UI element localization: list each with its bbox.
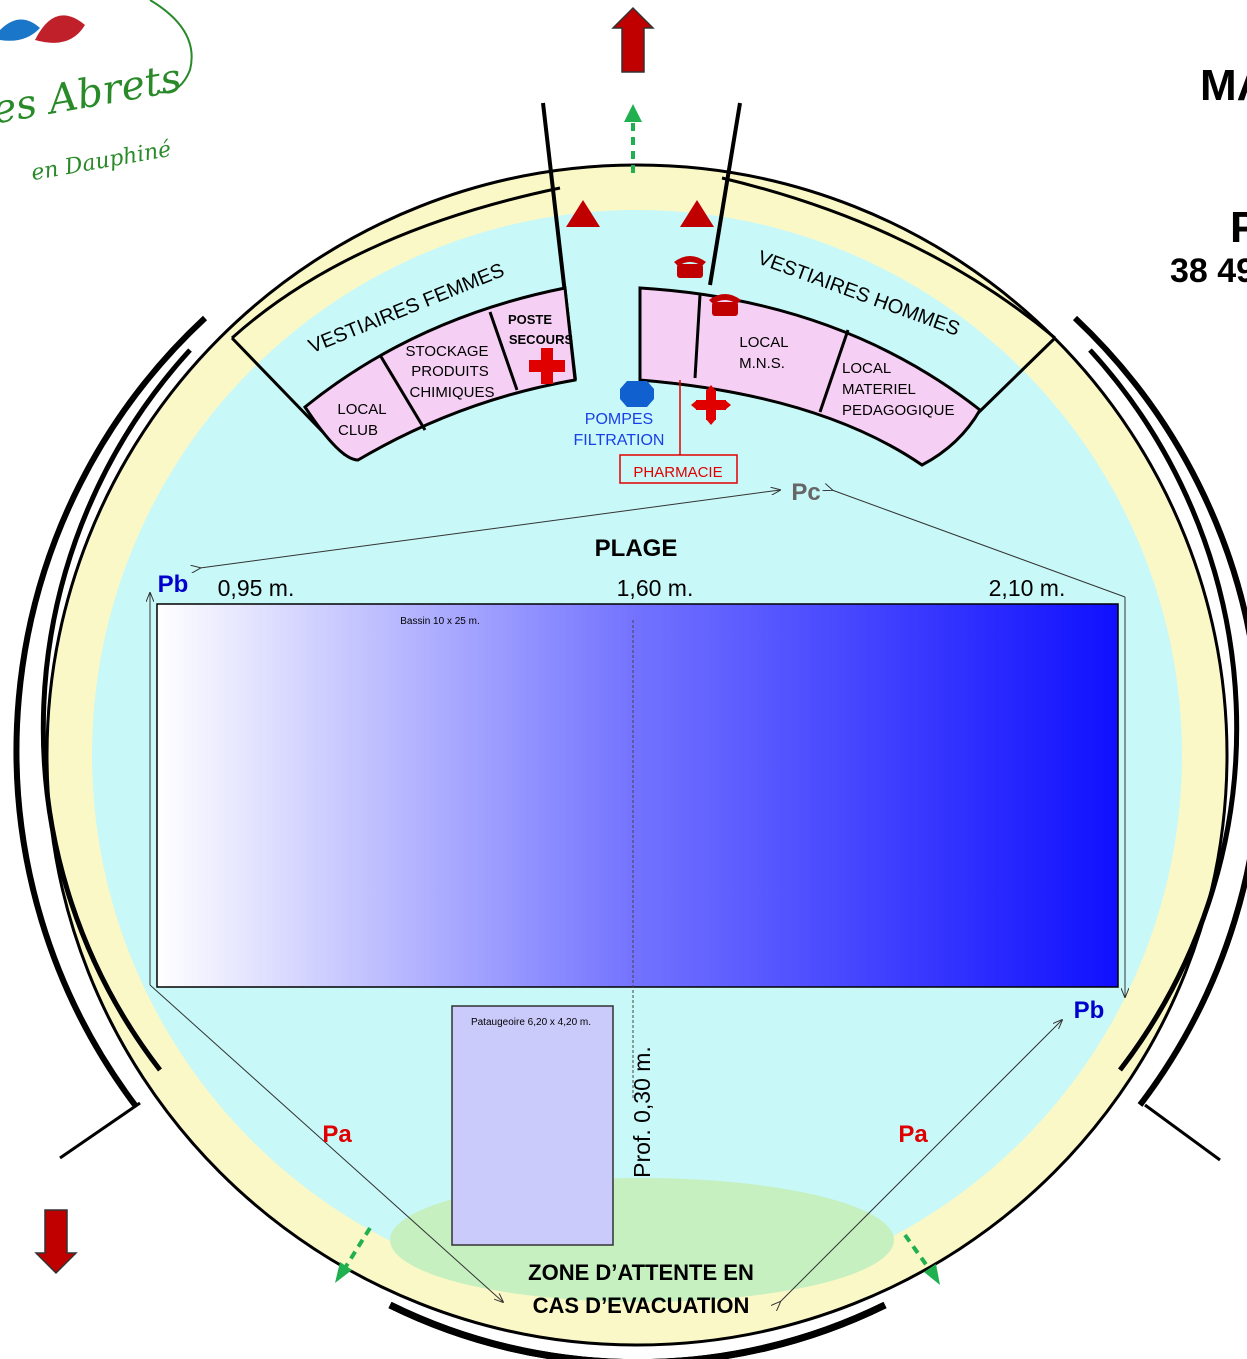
stockage-line1: STOCKAGE — [405, 343, 488, 360]
pharmacy-cross-icon — [691, 385, 731, 425]
pharmacy-label: PHARMACIE — [633, 464, 722, 481]
room-divider-1 — [378, 354, 427, 431]
waiting-zone-line2: CAS D’EVACUATION — [533, 1293, 750, 1318]
entrance-wall-right — [708, 102, 742, 286]
pharmacy-box — [619, 454, 738, 484]
marker-pc: Pc — [791, 479, 820, 506]
poste-secours-line1: POSTE — [508, 312, 552, 327]
logo-line1: es Abrets — [0, 55, 185, 133]
room-divider-4 — [818, 329, 850, 413]
evacuation-arrow-top-icon — [624, 104, 642, 173]
room-divider-3 — [693, 294, 702, 379]
marker-pa-right: Pa — [898, 1121, 928, 1148]
local-materiel-line2: MATERIEL — [842, 381, 916, 398]
building-inner-arc-left — [230, 186, 561, 340]
pompes-line1: POMPES — [585, 411, 653, 428]
paddling-pool-label: Pataugeoire 6,20 x 4,20 m. — [471, 1017, 591, 1028]
evacuation-arrow-left-icon — [335, 1226, 372, 1283]
exit-triangle-left — [566, 200, 600, 227]
outer-wall-left-inner — [40, 348, 192, 1072]
rooms-right-band — [638, 286, 982, 467]
fence-right — [1144, 1103, 1221, 1162]
rooms-left-band — [302, 286, 577, 462]
building-inner-arc-right — [721, 176, 1056, 340]
outer-wall-right — [1072, 315, 1247, 1107]
telephone-icon-2 — [709, 294, 741, 316]
poste-secours-line2: SECOURS — [509, 332, 574, 347]
marker-pb-left: Pb — [158, 571, 189, 598]
stockage-line2: PRODUITS — [411, 363, 489, 380]
arrow-zone-to-right — [780, 1020, 1062, 1302]
main-pool — [156, 603, 1119, 988]
arrow-pc-pb-right — [832, 490, 1126, 598]
marker-pa-left: Pa — [322, 1121, 352, 1148]
exit-triangle-right — [680, 200, 714, 227]
exit-arrow-bottom-icon — [34, 1209, 78, 1275]
fence-left — [59, 1101, 141, 1160]
local-club-line2: CLUB — [338, 422, 378, 439]
waiting-zone-line1: ZONE D’ATTENTE EN — [528, 1260, 754, 1285]
room-divider-2 — [488, 311, 519, 391]
title-partial-3: 38 49 — [1170, 252, 1247, 290]
local-materiel-line1: LOCAL — [842, 360, 891, 377]
local-mns-line2: M.N.S. — [739, 355, 785, 372]
depth-deep: 2,10 m. — [989, 575, 1066, 601]
outer-wall-right-inner — [1088, 348, 1240, 1072]
telephone-icon — [674, 256, 706, 278]
plage-label: PLAGE — [595, 535, 678, 562]
marker-pb-right: Pb — [1074, 997, 1105, 1024]
exit-arrow-top-icon — [611, 6, 655, 73]
arrow-pb-pc — [200, 490, 780, 568]
title-partial-2: P — [1230, 203, 1247, 252]
logo-line2: en Dauphiné — [29, 137, 173, 186]
pump-icon — [620, 381, 654, 407]
paddling-pool-depth: Prof. 0,30 m. — [629, 1046, 655, 1178]
pool-label: Bassin 10 x 25 m. — [400, 616, 479, 627]
stockage-line3: CHIMIQUES — [409, 384, 494, 401]
paddling-pool — [451, 1005, 614, 1246]
local-materiel-line3: PEDAGOGIQUE — [842, 402, 955, 419]
title-partial-1: MA — [1200, 61, 1247, 110]
depth-shallow: 0,95 m. — [218, 575, 295, 601]
first-aid-cross-icon — [529, 348, 565, 384]
local-mns-line1: LOCAL — [739, 334, 788, 351]
pompes-line2: FILTRATION — [574, 432, 665, 449]
outer-wall-left — [13, 315, 208, 1107]
logo: es Abrets en Dauphiné — [0, 0, 193, 186]
local-club-line1: LOCAL — [337, 401, 386, 418]
depth-mid: 1,60 m. — [617, 575, 694, 601]
outer-wall-bottom-overlay — [388, 1301, 887, 1359]
arrow-left-to-zone — [149, 984, 503, 1302]
